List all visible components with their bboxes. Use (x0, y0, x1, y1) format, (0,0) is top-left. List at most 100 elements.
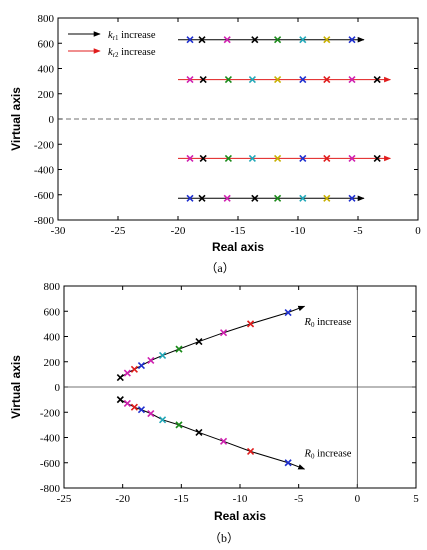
panel-a-x-tick-label: 0 (415, 225, 421, 237)
panel-b-y-tick-label: -400 (40, 433, 61, 445)
panel-a-series-1-point (224, 76, 232, 84)
panel-a-x-tick-label: -15 (231, 225, 246, 237)
panel-a-x-axis-label: Real axis (212, 240, 264, 254)
panel-a-series-3-point (198, 194, 206, 202)
panel-a-y-tick-label: -400 (34, 165, 55, 177)
panel-a-series-3-point (348, 194, 356, 202)
panel-a-series-1-point (186, 76, 194, 84)
panel-b-series-0-point (220, 329, 228, 337)
panel-a-x-tick-label: -25 (111, 225, 126, 237)
panel-b-series-0-point (246, 320, 255, 328)
panel-b-series-1-point (137, 406, 146, 414)
panel-b-x-axis-label: Real axis (214, 509, 266, 523)
panel-b-series-0-point (130, 365, 138, 373)
panel-a-y-tick-label: 400 (38, 64, 55, 76)
panel-b-annotation-1: R0 increase (304, 448, 352, 460)
panel-a-series-0-point (348, 36, 356, 44)
panel-a-series-0-point (323, 36, 331, 44)
panel-b-series-1-point (130, 403, 138, 411)
panel-a-series-0-point (274, 36, 282, 44)
panel-a-series-1-point (373, 76, 381, 84)
panel-b-series-0-point (123, 369, 131, 377)
panel-a-chart: -30 -25 -20 -15 -10 -5 0 800 600 400 200 0 -200 -400 -… (9, 13, 421, 275)
panel-b-y-axis-label: Virtual axis (9, 355, 23, 419)
panel-a-series-1-point (248, 76, 256, 84)
panel-b-x-tick-label: -10 (233, 493, 248, 505)
panel-b-series-1-point (147, 409, 155, 418)
panel-a-series-2-point (373, 154, 381, 162)
panel-b-series-1-point (284, 459, 292, 467)
panel-a-y-tick-label: -800 (34, 215, 55, 227)
panel-b-series-0-point (195, 337, 203, 346)
panel-a-y-tick-label: -200 (34, 139, 55, 151)
panel-a-series-1-point (348, 76, 356, 84)
panel-a-x-tick-label: -20 (171, 225, 186, 237)
panel-b-y-tick-label: 400 (44, 332, 61, 344)
panel-a-x-tick-label: -5 (353, 225, 363, 237)
panel-a-series-3-point (186, 194, 194, 202)
panel-b-x-tick-label: -20 (115, 493, 130, 505)
panel-b-series-1-point (123, 399, 131, 407)
panel-a-y-tick-label: -600 (34, 190, 55, 202)
panel-b-y-tick-label: -200 (40, 407, 61, 419)
panel-a-y-tick-label: 0 (49, 114, 55, 126)
panel-b-series-1-point (220, 437, 228, 445)
panel-a-series-2-point (248, 154, 256, 162)
panel-b-series-1-point (158, 416, 167, 424)
panel-b-series-1-line (120, 399, 306, 470)
panel-a-series-2-point (224, 154, 232, 162)
panel-a-series-3-point (299, 194, 307, 202)
panel-a-y-tick-label: 600 (38, 38, 55, 50)
panel-b-series-0-point (284, 308, 292, 317)
panel-b-series-0-point (147, 356, 155, 365)
panel-a-series-2-point (199, 154, 207, 162)
panel-b-y-tick-label: -800 (40, 483, 61, 495)
panel-a-series-1-point (323, 76, 331, 84)
panel-a-series-1-point (199, 76, 207, 84)
panel-a-caption: （a） (205, 261, 234, 275)
panel-a-series-2-point (348, 154, 356, 162)
panel-a-series-0-point (186, 36, 194, 44)
panel-a-series-2-point (323, 154, 331, 162)
panel-b-y-tick-label: 600 (44, 306, 61, 318)
panel-b-x-tick-label: -5 (294, 493, 304, 505)
panel-a-series-0-point (251, 36, 259, 44)
panel-a-series-1-point (299, 76, 307, 84)
panel-a-series-2-point (299, 154, 307, 162)
panel-a-y-tick-label: 800 (38, 13, 55, 25)
panel-a-series-3-point (274, 194, 282, 202)
panel-a-series-2-point (186, 154, 194, 162)
panel-a-series-1-point (274, 76, 282, 84)
legend-kr2-label: kr2 increase (108, 47, 156, 59)
panel-a-x-tick-label: -30 (51, 225, 66, 237)
panel-b-series-0-point (158, 351, 167, 360)
panel-b-annotation-0: R0 increase (304, 317, 352, 329)
panel-b-y-tick-label: 0 (55, 382, 61, 394)
panel-b-x-tick-label: -25 (57, 493, 72, 505)
panel-a-series-3-point (323, 194, 331, 202)
panel-a-y-tick-label: 200 (38, 89, 55, 101)
panel-b-x-tick-label: 0 (355, 493, 361, 505)
panel-b-y-tick-label: 800 (44, 281, 61, 293)
panel-b-caption: （b） (209, 531, 239, 545)
panel-b-y-tick-label: 200 (44, 357, 61, 369)
panel-b-series-1-point (195, 428, 203, 437)
panel-b-series-1-point (175, 421, 183, 429)
panel-a-y-axis-label: Virtual axis (9, 87, 23, 151)
panel-a-x-tick-label: -10 (291, 225, 306, 237)
panel-b-series-0-line (120, 305, 306, 378)
panel-a-series-0-point (223, 36, 231, 44)
panel-a-series-3-point (251, 194, 259, 202)
panel-b-series-0-point (175, 345, 183, 353)
panel-a-series-0-point (198, 36, 206, 44)
panel-b-series-0-point (116, 373, 124, 382)
legend-kr1-label: kr1 increase (108, 30, 156, 42)
panel-b-x-tick-label: 5 (413, 493, 419, 505)
panel-a-series-2-point (274, 154, 282, 162)
panel-b-series-1-point (246, 447, 255, 455)
panel-b-y-tick-label: -600 (40, 458, 61, 470)
panel-a-series-3-point (223, 194, 231, 202)
panel-a-series-0-point (299, 36, 307, 44)
panel-b-series-1-point (116, 396, 124, 404)
